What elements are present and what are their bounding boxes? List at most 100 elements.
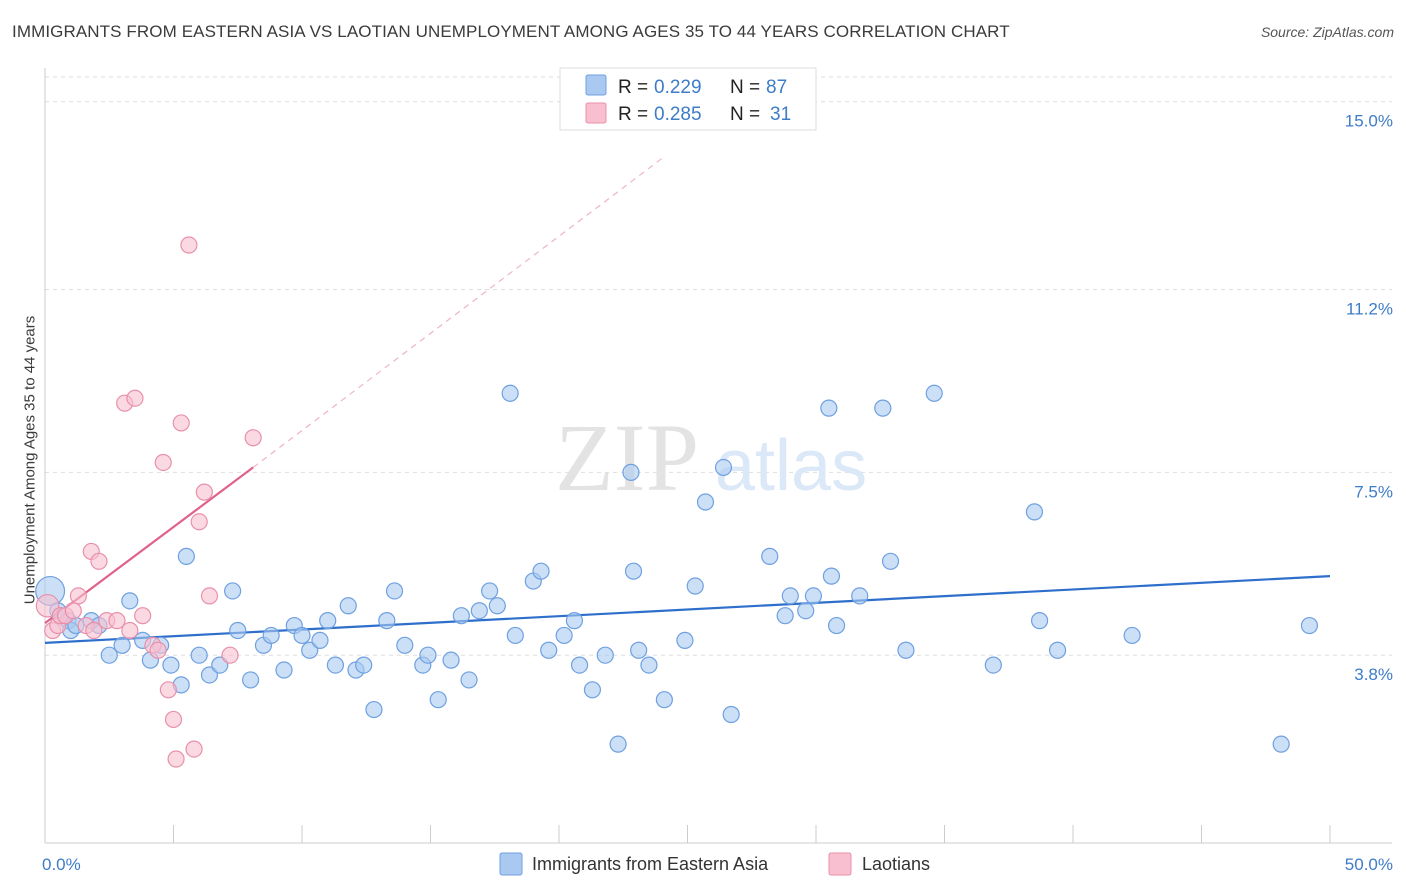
point-laotians [164, 710, 183, 729]
legend-r-value-1: 0.229 [654, 77, 702, 98]
bottom-legend: Immigrants from Eastern Asia Laotians [499, 852, 930, 876]
y-tick-label: 15.0% [1345, 112, 1393, 131]
point-laotians [154, 453, 172, 472]
point-eastern-asia [761, 547, 779, 565]
x-tick-label-min: 0.0% [42, 855, 81, 874]
point-eastern-asia [301, 641, 319, 659]
y-tick-label: 11.2% [1346, 300, 1393, 319]
point-laotians [172, 414, 190, 432]
point-eastern-asia [565, 612, 584, 630]
point-eastern-asia [822, 567, 841, 585]
point-laotians [108, 612, 126, 630]
point-eastern-asia [851, 587, 869, 605]
legend-n-value-1: 87 [766, 77, 787, 98]
bottom-legend-swatch-blue [499, 852, 523, 876]
point-eastern-asia [385, 582, 404, 600]
point-laotians [149, 641, 167, 659]
axes [44, 68, 1392, 844]
point-laotians [167, 750, 185, 768]
point-eastern-asia [211, 656, 229, 674]
point-eastern-asia [827, 616, 846, 635]
point-eastern-asia [881, 552, 900, 570]
point-laotians [185, 740, 203, 758]
watermark: ZIP atlas [555, 404, 867, 511]
point-laotians [190, 513, 208, 531]
point-eastern-asia [1272, 735, 1290, 753]
point-laotians [221, 646, 239, 664]
trend-line-blue [44, 575, 1331, 644]
point-eastern-asia [311, 631, 329, 649]
point-eastern-asia [781, 587, 799, 605]
chart-title: IMMIGRANTS FROM EASTERN ASIA VS LAOTIAN … [12, 22, 1010, 41]
point-eastern-asia [113, 636, 131, 654]
point-eastern-asia [722, 705, 740, 724]
point-eastern-asia [100, 646, 118, 664]
point-eastern-asia [470, 602, 488, 620]
data-points [35, 236, 1319, 768]
point-eastern-asia [488, 597, 506, 615]
point-laotians [200, 587, 219, 605]
point-eastern-asia [177, 547, 195, 565]
point-laotians [244, 429, 262, 447]
point-laotians [195, 483, 213, 501]
point-laotians [64, 602, 82, 620]
point-laotians [85, 621, 103, 640]
point-eastern-asia [555, 626, 573, 645]
point-eastern-asia [570, 656, 589, 674]
point-eastern-asia [319, 612, 337, 630]
y-tick-label: 7.5% [1354, 482, 1393, 501]
point-eastern-asia [452, 607, 470, 625]
point-eastern-asia [640, 656, 658, 674]
y-tick-label: 3.8% [1354, 665, 1393, 684]
point-eastern-asia [460, 671, 478, 689]
point-eastern-asia [339, 597, 357, 615]
legend-n-label-1: N = [730, 77, 760, 98]
point-eastern-asia [714, 458, 733, 477]
point-eastern-asia [609, 735, 627, 753]
point-eastern-asia [540, 641, 558, 659]
point-eastern-asia [532, 562, 550, 580]
point-laotians [126, 389, 144, 407]
point-eastern-asia [275, 661, 293, 679]
legend-swatch-pink [585, 102, 607, 124]
point-eastern-asia [622, 463, 640, 481]
point-eastern-asia [624, 562, 643, 580]
point-eastern-asia [262, 626, 280, 645]
point-eastern-asia [820, 399, 838, 417]
legend-r-label-2: R = [618, 104, 648, 125]
point-eastern-asia [442, 651, 460, 669]
point-eastern-asia [655, 691, 673, 709]
tick-labels: 3.8% 7.5% 11.2% 15.0% 0.0% 50.0% [42, 112, 1393, 874]
point-eastern-asia [224, 582, 242, 600]
bottom-legend-label-2: Laotians [862, 854, 930, 874]
point-eastern-asia [396, 636, 414, 654]
legend-r-value-2: 0.285 [654, 104, 702, 125]
point-eastern-asia [419, 646, 437, 664]
point-eastern-asia [378, 612, 396, 630]
point-laotians [90, 552, 108, 570]
legend-box: R = 0.229 N = 87 R = 0.285 N = 31 [559, 67, 817, 131]
point-laotians [121, 621, 139, 640]
bottom-legend-label-1: Immigrants from Eastern Asia [532, 854, 769, 874]
point-eastern-asia [365, 700, 383, 719]
point-laotians [180, 236, 198, 254]
trend-lines [44, 158, 1331, 644]
point-eastern-asia [121, 592, 139, 610]
point-eastern-asia [676, 631, 694, 649]
point-eastern-asia [897, 641, 915, 659]
point-eastern-asia [925, 384, 943, 402]
point-laotians [69, 587, 88, 605]
point-eastern-asia [596, 646, 614, 664]
point-laotians [134, 607, 152, 625]
watermark-atlas: atlas [715, 426, 867, 506]
point-eastern-asia [293, 626, 311, 645]
point-eastern-asia [326, 656, 345, 674]
point-eastern-asia [200, 666, 219, 684]
point-laotians [159, 681, 177, 699]
legend-n-value-2: 31 [770, 104, 791, 125]
point-eastern-asia [355, 656, 373, 674]
chart-source: Source: ZipAtlas.com [1260, 24, 1394, 40]
bottom-legend-swatch-pink [828, 852, 852, 876]
watermark-zip: ZIP [555, 404, 699, 511]
